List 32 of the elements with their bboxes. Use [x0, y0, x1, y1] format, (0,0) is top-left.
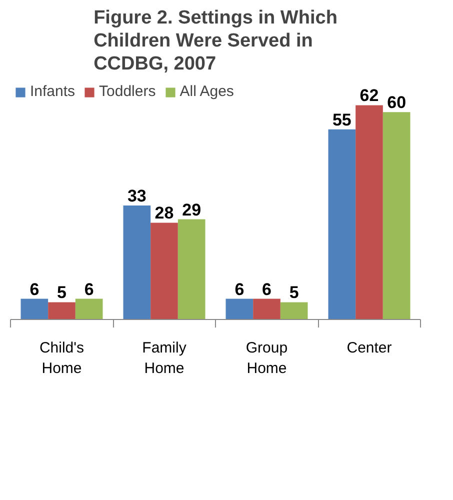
x-tick-label: Center: [346, 340, 392, 356]
data-label: 6: [262, 280, 272, 299]
legend-label: Infants: [30, 83, 76, 100]
data-label: 5: [289, 283, 299, 302]
chart-title: Figure 2. Settings in Which Children Were Served in CCDBG, 2007: [94, 7, 338, 74]
bar: [356, 105, 383, 320]
data-label: 5: [57, 283, 66, 302]
x-tick-label: Child's Home: [39, 340, 84, 377]
bar: [382, 112, 410, 320]
x-tick-label: Group Home: [246, 340, 288, 377]
bar: [253, 298, 280, 320]
data-label: 6: [30, 280, 40, 299]
legend-label: Toddlers: [99, 83, 156, 100]
bar: [48, 302, 76, 320]
bar: [150, 222, 178, 320]
bar: [123, 205, 151, 320]
data-label: 60: [387, 93, 406, 112]
data-label: 6: [234, 280, 244, 299]
x-tick-label: Family Home: [142, 340, 187, 377]
data-label: 55: [332, 110, 352, 130]
bar: [75, 298, 103, 320]
bar: [280, 302, 308, 320]
data-label: 29: [182, 200, 202, 220]
data-label: 62: [360, 86, 379, 106]
bar: [328, 129, 356, 320]
data-label: 28: [154, 204, 174, 223]
data-label: 33: [127, 186, 146, 206]
legend-label: All Ages: [180, 83, 234, 100]
bar: [20, 298, 48, 320]
data-label: 6: [84, 280, 94, 299]
bar: [178, 219, 206, 320]
bar: [226, 298, 254, 320]
